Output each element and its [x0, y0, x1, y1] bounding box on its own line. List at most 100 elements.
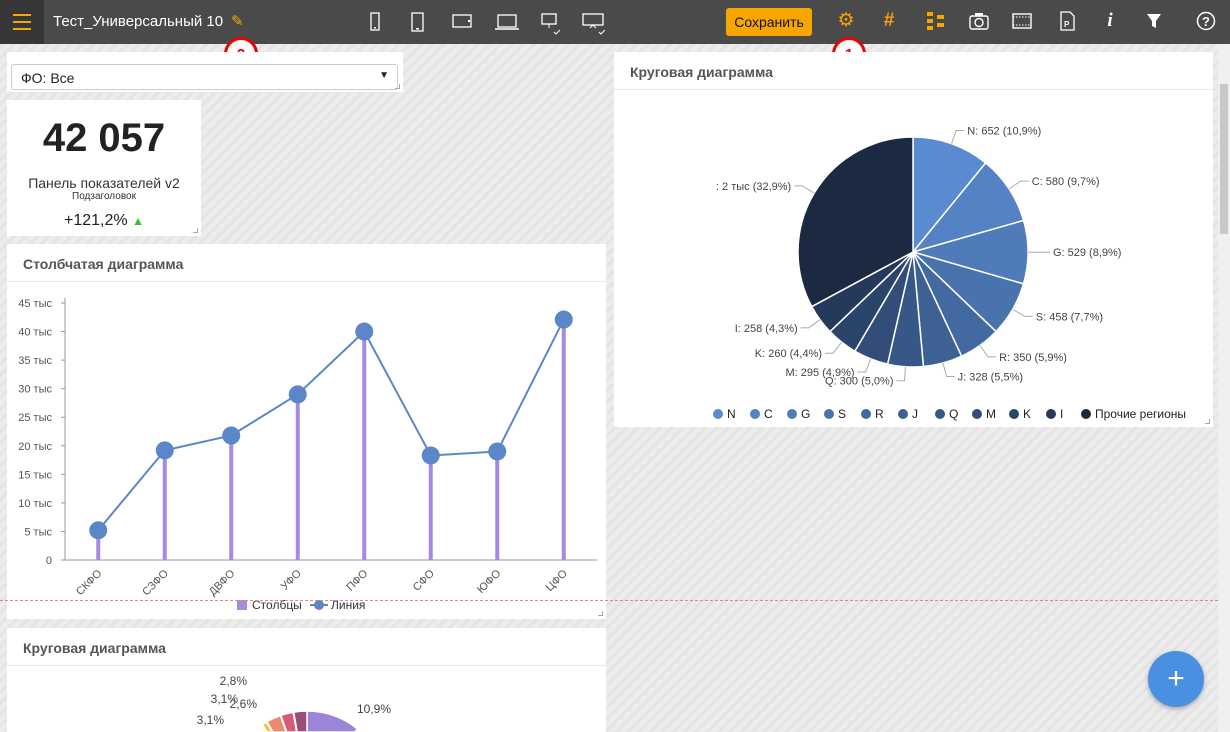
pie-label: M: 295 (4,9%) — [785, 367, 854, 379]
film-icon[interactable] — [1009, 10, 1035, 32]
gear-icon[interactable]: ⚙ — [837, 10, 855, 31]
legend-marker — [1009, 409, 1019, 419]
phone-small-icon[interactable] — [364, 12, 386, 32]
phone-icon[interactable] — [407, 12, 429, 32]
line-point — [488, 442, 507, 461]
legend-marker — [824, 409, 834, 419]
pie-slice — [912, 136, 987, 255]
bar-chart-title: Столбчатая диаграмма — [7, 244, 606, 282]
legend-marker — [750, 409, 760, 419]
legend-label-bars: Столбцы — [252, 598, 302, 612]
legend-label: N — [727, 407, 736, 421]
pie-label: S: 458 (7,7%) — [1036, 311, 1103, 323]
pie-label: K: 260 (4,4%) — [755, 348, 822, 360]
legend-marker — [898, 409, 908, 419]
legend-label: S — [838, 407, 846, 421]
pie-slice — [797, 136, 914, 308]
camera-icon[interactable] — [966, 10, 992, 32]
pie-label: 10,9% — [357, 702, 391, 716]
line-point — [155, 441, 174, 460]
filter-widget: ФО: Все ▼ — [7, 52, 403, 92]
pie-label-connector — [979, 345, 997, 358]
pie-label-connector — [1012, 308, 1033, 317]
pie-label-connector — [1008, 180, 1029, 190]
x-tick-label: ПФО — [344, 567, 370, 593]
legend-marker — [787, 409, 797, 419]
y-tick-label: 35 тыс — [18, 355, 52, 367]
filter-icon[interactable] — [1141, 10, 1167, 32]
legend-marker — [861, 409, 871, 419]
pie-label: 2,8% — [220, 674, 248, 688]
bar — [561, 319, 566, 560]
x-tick-label: УФО — [279, 567, 304, 592]
scrollbar-thumb[interactable] — [1220, 84, 1228, 234]
y-tick-label: 5 тыс — [24, 526, 52, 538]
bar-chart-widget: Столбчатая диаграмма 0 5 тыс 10 тыс 15 тыс 2… — [7, 244, 606, 619]
legend-label: G — [801, 407, 810, 421]
edit-pencil-icon[interactable]: ✎ — [231, 13, 244, 30]
pie-label: 2,6% — [230, 697, 258, 711]
pie-label: R: 350 (5,9%) — [999, 352, 1067, 364]
page-break-line — [0, 600, 1218, 601]
pie-chart-widget: Круговая диаграмма N: 652 (10,9%) C: 580 … — [614, 52, 1213, 427]
pdf-file-icon[interactable]: P — [1054, 10, 1080, 32]
line-point — [288, 385, 307, 404]
trend-up-icon: ▲ — [132, 214, 144, 228]
resize-handle[interactable] — [598, 611, 603, 616]
pie-label-connector — [951, 129, 965, 144]
legend-marker — [935, 409, 945, 419]
hierarchy-icon[interactable] — [922, 10, 948, 32]
x-tick-label: СЗФО — [140, 567, 171, 598]
legend-label: C — [764, 407, 773, 421]
legend-marker — [713, 409, 723, 419]
kpi-widget: 42 057 Панель показателей v2 Подзаголово… — [7, 100, 201, 236]
filter-label: ФО: Все — [21, 70, 75, 86]
pie-label: 3,1% — [211, 692, 239, 706]
desktop-check-icon[interactable] — [540, 12, 566, 36]
resize-handle[interactable] — [1205, 419, 1210, 424]
kpi-change: +121,2% — [64, 212, 128, 229]
legend-label: I — [1060, 407, 1063, 421]
line-point — [355, 322, 374, 341]
dashboard-title: Тест_Универсальный 10 — [53, 13, 224, 30]
kpi-value: 42 057 — [42, 116, 166, 160]
x-tick-label: СФО — [411, 567, 437, 593]
laptop-icon[interactable] — [494, 12, 520, 32]
top-toolbar: Тест_Универсальный 10 ✎ Сохранить ⚙ # P … — [0, 0, 1230, 44]
dropdown-arrow-icon: ▼ — [379, 70, 389, 81]
legend-label: Q — [949, 407, 958, 421]
y-tick-label: 0 — [46, 555, 52, 567]
info-icon[interactable]: i — [1107, 10, 1113, 31]
bar-chart: 0 5 тыс 10 тыс 15 тыс 20 тыс 25 тыс 30 тыс 35 т… — [18, 298, 597, 612]
bar — [229, 435, 234, 560]
x-tick-label: ЦФО — [544, 567, 571, 594]
add-widget-button[interactable]: + — [1148, 651, 1204, 707]
pie-label: Q: 300 (5,0%) — [825, 376, 893, 388]
pie-label: G: 529 (8,9%) — [1053, 247, 1121, 259]
line-point — [222, 426, 241, 445]
help-icon[interactable]: ? — [1193, 10, 1219, 32]
pie-label-connector — [896, 366, 906, 382]
pie-label: J: 328 (5,5%) — [958, 372, 1023, 384]
region-filter-select[interactable]: ФО: Все ▼ — [11, 64, 398, 90]
tablet-icon[interactable] — [451, 12, 473, 32]
hamburger-menu-icon[interactable] — [0, 0, 44, 44]
bar — [162, 450, 167, 560]
pie-chart-title: Круговая диаграмма — [614, 52, 1213, 90]
x-tick-label: СКФО — [74, 567, 105, 598]
pie-label: N: 652 (10,9%) — [967, 125, 1041, 137]
legend-label: R — [875, 407, 884, 421]
resize-handle[interactable] — [193, 228, 198, 233]
pie-chart-2-title: Круговая диаграмма — [7, 628, 606, 666]
scrollbar[interactable] — [1218, 44, 1230, 732]
pie-label-connector — [942, 362, 955, 378]
projector-check-icon[interactable] — [582, 12, 608, 36]
resize-handle[interactable] — [395, 84, 400, 89]
legend-marker — [1046, 409, 1056, 419]
pie-label: I: 258 (4,3%) — [735, 323, 798, 335]
pie-slice — [261, 721, 274, 732]
legend-marker-line-dot — [314, 600, 324, 610]
save-button[interactable]: Сохранить — [726, 8, 812, 36]
line-point — [421, 446, 440, 465]
grid-hash-icon[interactable]: # — [883, 10, 895, 31]
